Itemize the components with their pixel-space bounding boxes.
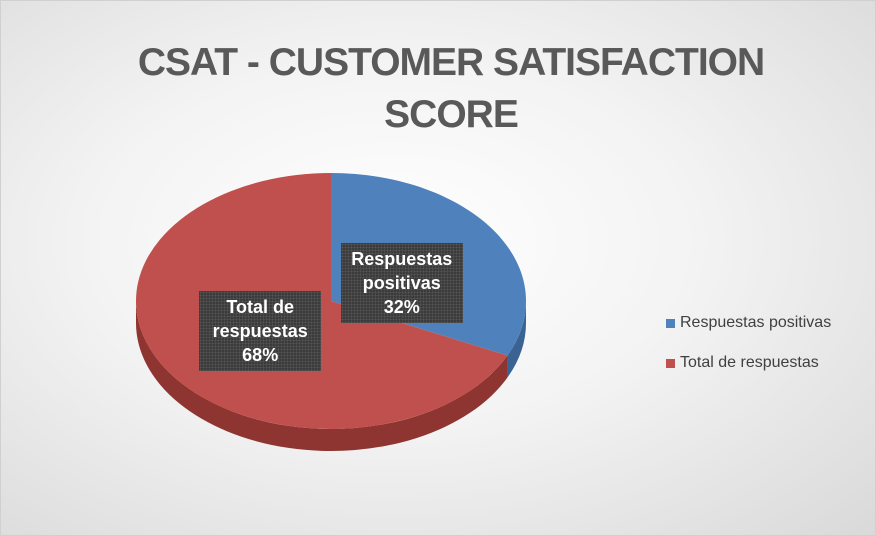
legend-swatch bbox=[666, 318, 675, 328]
pie-side bbox=[507, 301, 526, 378]
data-label: Respuestas positivas 32% bbox=[340, 242, 463, 323]
legend-label: Total de respuestas bbox=[680, 354, 819, 371]
data-label-value: 68% bbox=[242, 345, 279, 365]
data-label: Total de respuestas 68% bbox=[199, 291, 322, 371]
data-label-value: 32% bbox=[383, 296, 420, 317]
chart-title: CSAT - CUSTOMER SATISFACTION SCORE bbox=[137, 41, 765, 136]
data-label-category: Total de respuestas bbox=[212, 297, 308, 341]
legend-label: Respuestas positivas bbox=[680, 314, 832, 331]
data-label-category: Respuestas positivas bbox=[351, 248, 453, 293]
legend-item: Total de respuestas bbox=[666, 354, 819, 372]
legend-item: Respuestas positivas bbox=[666, 314, 831, 332]
legend-swatch bbox=[666, 358, 675, 368]
pie-side bbox=[136, 301, 508, 451]
